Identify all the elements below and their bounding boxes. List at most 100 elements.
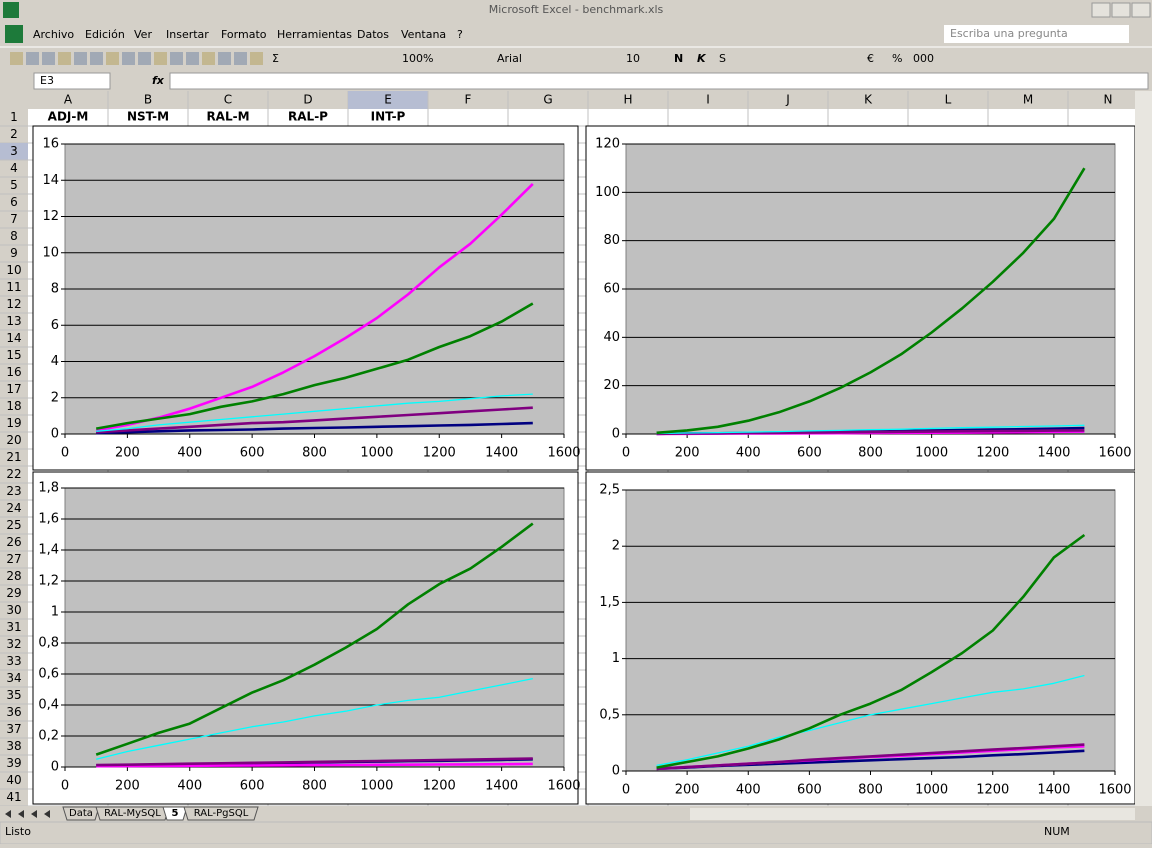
toolbar-button[interactable] <box>186 52 199 65</box>
row-header: 25 <box>6 518 21 532</box>
y-tick-label: 14 <box>42 173 59 188</box>
column-header: L <box>945 93 952 107</box>
sheet-tab-label: Data <box>69 808 93 819</box>
toolbar-button[interactable] <box>74 52 87 65</box>
series-line <box>656 167 1086 435</box>
menu-item[interactable]: Edición <box>85 28 125 41</box>
row-header: 24 <box>6 501 21 515</box>
menu-item[interactable]: Ventana <box>401 28 446 41</box>
series-line <box>96 393 533 432</box>
menu-item[interactable]: Archivo <box>33 28 74 41</box>
tab-arrow[interactable] <box>5 810 11 818</box>
toolbar-size[interactable]: 10 <box>626 52 640 65</box>
y-tick-label: 0 <box>51 760 59 775</box>
toolbar-zoom[interactable]: 100% <box>402 52 433 65</box>
row-header: 6 <box>10 195 18 209</box>
series-line <box>95 522 534 756</box>
toolbar-bold[interactable]: N <box>674 52 683 65</box>
plot-area <box>64 487 565 768</box>
y-tick-label: 8 <box>51 282 59 297</box>
toolbar-button[interactable] <box>250 52 263 65</box>
series-line <box>95 182 534 432</box>
toolbar-button[interactable] <box>202 52 215 65</box>
legend-cell[interactable]: RAL-P <box>288 110 328 124</box>
sheet-tab-label: RAL-PgSQL <box>194 808 249 819</box>
x-tick-label: 1600 <box>1098 783 1131 798</box>
tab-arrow[interactable] <box>31 810 37 818</box>
minimize-button[interactable] <box>1091 2 1111 18</box>
maximize-button[interactable] <box>1111 2 1131 18</box>
x-tick-label: 800 <box>858 783 883 798</box>
toolbar-euro[interactable]: € <box>867 52 874 65</box>
horizontal-scrollbar[interactable] <box>690 808 1135 820</box>
close-button[interactable] <box>1131 2 1151 18</box>
y-tick-label: 1,2 <box>38 574 59 589</box>
column-header: M <box>1023 93 1033 107</box>
column-header: A <box>64 93 73 107</box>
tab-arrow[interactable] <box>44 810 50 818</box>
row-header: 11 <box>6 280 21 294</box>
row-header: 27 <box>6 552 21 566</box>
y-tick-label: 2 <box>612 539 620 554</box>
y-tick-label: 16 <box>42 137 59 152</box>
menu-item[interactable]: Herramientas <box>277 28 352 41</box>
selected-row-header <box>0 143 28 160</box>
tab-arrow[interactable] <box>18 810 24 818</box>
menu-item[interactable]: Insertar <box>166 28 209 41</box>
toolbar-percent[interactable]: % <box>892 52 902 65</box>
sheet-tab[interactable] <box>62 806 100 821</box>
toolbar-button[interactable] <box>122 52 135 65</box>
toolbar-button[interactable] <box>10 52 23 65</box>
series-line <box>656 674 1085 767</box>
toolbar-button[interactable] <box>106 52 119 65</box>
x-tick-label: 1000 <box>360 779 393 794</box>
toolbar-thousands[interactable]: 000 <box>913 52 934 65</box>
legend-cell[interactable]: INT-P <box>371 110 406 124</box>
y-tick-label: 1,4 <box>38 543 59 558</box>
formula-input[interactable] <box>169 72 1149 90</box>
sheet-tab-label: 5 <box>172 808 179 819</box>
column-header-bg <box>0 91 1135 109</box>
toolbar-underline[interactable]: S <box>719 52 726 65</box>
toolbar-button[interactable] <box>90 52 103 65</box>
sheet-tab[interactable] <box>95 806 170 821</box>
y-tick-label: 1,8 <box>38 481 59 496</box>
toolbar-button[interactable] <box>58 52 71 65</box>
legend-cell[interactable]: RAL-M <box>206 110 249 124</box>
toolbar-button[interactable] <box>138 52 151 65</box>
toolbar-button[interactable] <box>42 52 55 65</box>
legend-cell[interactable]: NST-M <box>127 110 169 124</box>
row-header: 34 <box>6 671 21 685</box>
series-line <box>656 743 1085 771</box>
column-header: H <box>623 93 632 107</box>
help-box[interactable] <box>944 25 1129 43</box>
sheet-tab[interactable] <box>162 806 188 821</box>
row-header: 26 <box>6 535 21 549</box>
row-header: 18 <box>6 399 21 413</box>
legend-cell[interactable]: ADJ-M <box>48 110 89 124</box>
row-header: 38 <box>6 739 21 753</box>
x-tick-label: 1600 <box>547 446 580 461</box>
menu-item[interactable]: Datos <box>357 28 389 41</box>
x-tick-label: 1600 <box>1098 446 1131 461</box>
toolbar-button[interactable] <box>234 52 247 65</box>
y-tick-label: 0 <box>51 427 59 442</box>
name-box[interactable] <box>33 72 111 90</box>
row-header: 2 <box>10 127 18 141</box>
menu-item[interactable]: Formato <box>221 28 267 41</box>
toolbar-button[interactable] <box>218 52 231 65</box>
menu-item[interactable]: Ver <box>134 28 152 41</box>
menu-item[interactable]: ? <box>457 28 463 41</box>
toolbar-font[interactable]: Arial <box>497 52 522 65</box>
row-header: 7 <box>10 212 18 226</box>
vertical-scrollbar[interactable] <box>1135 91 1152 806</box>
toolbar-italic[interactable]: K <box>697 52 707 65</box>
toolbar-button[interactable] <box>26 52 39 65</box>
toolbar-sum[interactable]: Σ <box>272 52 279 65</box>
sheet-tab[interactable] <box>183 806 259 821</box>
row-header: 17 <box>6 382 21 396</box>
window-title: Microsoft Excel - benchmark.xls <box>489 3 664 16</box>
row-header: 22 <box>6 467 21 481</box>
toolbar-button[interactable] <box>170 52 183 65</box>
toolbar-button[interactable] <box>154 52 167 65</box>
